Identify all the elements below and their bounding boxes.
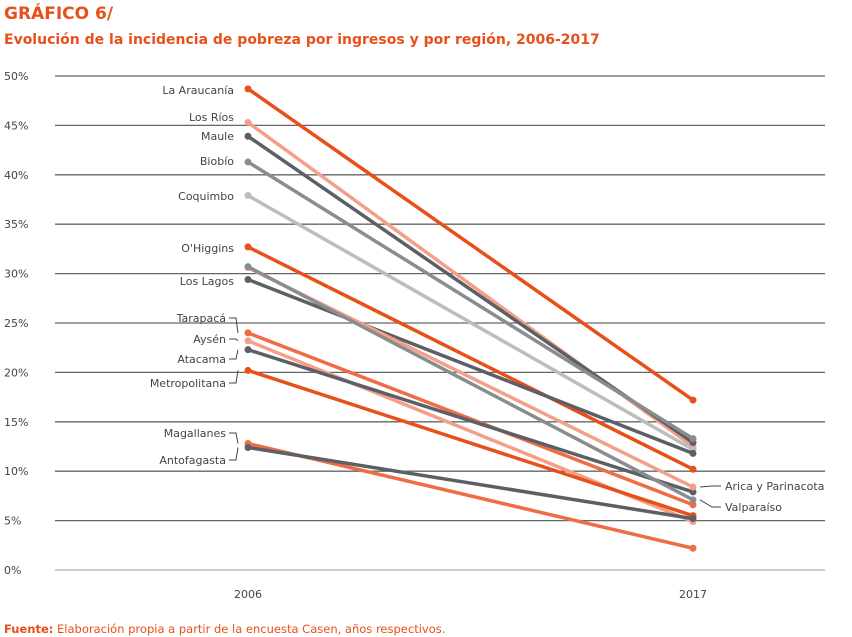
- data-point: [244, 346, 252, 354]
- series-line: [247, 331, 694, 507]
- label-leader: [229, 338, 239, 342]
- x-tick-label: 2006: [234, 588, 262, 601]
- series-line: [247, 265, 694, 502]
- label-leader: [699, 499, 721, 508]
- series-line: [247, 245, 694, 471]
- source-text: Elaboración propia a partir de la encues…: [53, 622, 446, 636]
- chart-title: GRÁFICO 6/: [4, 4, 114, 24]
- data-point: [244, 192, 252, 200]
- data-point: [689, 435, 697, 443]
- series-line: [247, 160, 694, 441]
- series-label: O'Higgins: [181, 242, 234, 255]
- series-label: Los Lagos: [180, 275, 234, 288]
- data-point: [689, 544, 697, 552]
- data-point: [244, 85, 252, 93]
- data-point: [244, 366, 252, 374]
- data-point: [244, 276, 252, 284]
- series-label: Tarapacá: [176, 312, 226, 325]
- series-label: Arica y Parinacota: [725, 480, 824, 493]
- y-tick-label: 30%: [4, 268, 28, 281]
- data-point: [689, 396, 697, 404]
- source-label: Fuente:: [4, 622, 54, 636]
- data-point: [689, 515, 697, 523]
- series-label: Coquimbo: [178, 190, 234, 203]
- y-tick-label: 15%: [4, 416, 28, 429]
- series-label: Aysén: [193, 333, 226, 346]
- series-label: Los Ríos: [189, 111, 234, 124]
- label-leader: [229, 370, 239, 384]
- series-label: Atacama: [177, 353, 226, 366]
- data-point: [244, 118, 252, 126]
- series-label: Maule: [201, 130, 234, 143]
- data-point: [244, 243, 252, 251]
- y-tick-label: 20%: [4, 366, 28, 379]
- label-leader: [229, 317, 239, 333]
- line-chart: 0% 5% 10% 15% 20% 25% 30% 35% 40% 45% 50% 2006 2017 L…: [4, 70, 825, 601]
- data-point: [689, 465, 697, 473]
- series-label: Valparaíso: [725, 501, 782, 514]
- label-leader: [229, 349, 239, 360]
- series-line: [246, 87, 695, 402]
- data-point: [244, 329, 252, 337]
- data-point: [244, 443, 252, 451]
- chart-subtitle: Evolución de la incidencia de pobreza po…: [4, 32, 600, 48]
- y-tick-label: 10%: [4, 465, 28, 478]
- y-tick-label: 5%: [4, 515, 21, 528]
- data-point: [689, 488, 697, 496]
- series-line: [247, 194, 694, 451]
- y-tick-label: 45%: [4, 119, 28, 132]
- data-point: [689, 501, 697, 509]
- y-tick-label: 40%: [4, 169, 28, 182]
- data-point: [244, 263, 252, 271]
- data-point: [689, 496, 697, 504]
- series-label: La Araucanía: [162, 84, 234, 97]
- data-point: [689, 483, 697, 491]
- y-tick-label: 25%: [4, 317, 28, 330]
- y-tick-label: 0%: [4, 564, 21, 577]
- series-line: [247, 277, 694, 456]
- data-point: [689, 449, 697, 457]
- series-line: [247, 445, 694, 521]
- data-point: [244, 132, 252, 140]
- series-label: Metropolitana: [150, 377, 226, 390]
- series-label: Magallanes: [164, 427, 227, 440]
- y-tick-label: 50%: [4, 70, 28, 83]
- label-leader: [229, 447, 239, 461]
- label-leader: [699, 485, 721, 488]
- series-line: [247, 348, 694, 494]
- series-line: [247, 368, 694, 518]
- series-label: Biobío: [200, 155, 234, 168]
- label-leader: [229, 432, 239, 444]
- source-note: Fuente: Elaboración propia a partir de l…: [4, 622, 445, 636]
- data-point: [244, 337, 252, 345]
- y-tick-label: 35%: [4, 218, 28, 231]
- series-label: Antofagasta: [159, 454, 226, 467]
- x-tick-label: 2017: [679, 588, 707, 601]
- data-point: [244, 158, 252, 166]
